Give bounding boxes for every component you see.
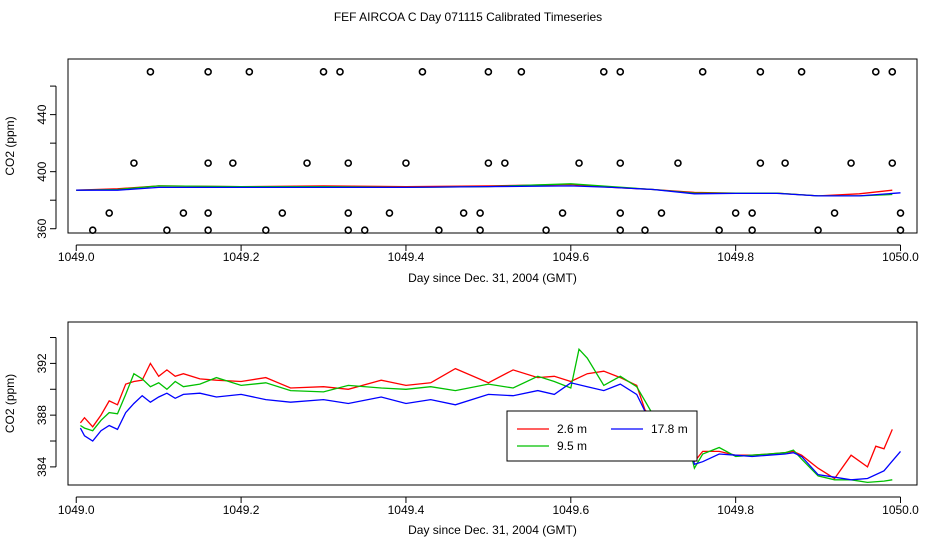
flask-point bbox=[698, 68, 707, 76]
flask-point bbox=[402, 159, 410, 167]
flask-point bbox=[501, 159, 509, 167]
x-tick-label: 1049.4 bbox=[388, 503, 425, 517]
legend-box bbox=[506, 410, 698, 462]
y-tick-label: 384 bbox=[35, 457, 49, 477]
y-tick-label: 392 bbox=[35, 353, 49, 373]
flask-point bbox=[657, 209, 666, 217]
flask-point bbox=[344, 159, 353, 167]
flask-point bbox=[344, 209, 353, 217]
flask-point bbox=[731, 209, 740, 217]
plot-frame bbox=[67, 58, 918, 234]
series-line-17-8-m bbox=[79, 382, 901, 481]
flask-point bbox=[616, 68, 625, 76]
flask-point bbox=[88, 226, 97, 234]
y-tick-label: 400 bbox=[35, 161, 49, 181]
flask-point bbox=[847, 159, 855, 167]
flask-point bbox=[616, 226, 625, 234]
flask-point bbox=[575, 159, 583, 167]
flask-point bbox=[179, 209, 188, 217]
flask-point bbox=[797, 68, 806, 76]
x-axis-label: Day since Dec. 31, 2004 (GMT) bbox=[408, 271, 577, 285]
flask-point bbox=[459, 209, 468, 217]
flask-point bbox=[756, 68, 765, 76]
flask-point bbox=[616, 209, 625, 217]
bottom-panel: 1049.0 1049.2 1049.4 1049.6 1049.8 1050.0 Day … bbox=[3, 321, 919, 537]
x-tick-label: 1049.6 bbox=[552, 503, 589, 517]
flask-point bbox=[278, 209, 287, 217]
flask-point bbox=[303, 159, 311, 167]
flask-point bbox=[360, 226, 369, 234]
flask-point bbox=[715, 226, 723, 234]
flask-point bbox=[204, 159, 212, 167]
flask-point bbox=[830, 209, 839, 217]
flask-point bbox=[385, 209, 394, 217]
series-line-17-8-m bbox=[76, 185, 901, 197]
y-tick-label: 440 bbox=[35, 104, 49, 124]
flask-point bbox=[435, 226, 443, 234]
flask-point bbox=[558, 209, 567, 217]
series-line-2-6-m bbox=[79, 362, 893, 480]
flask-point bbox=[781, 159, 789, 167]
flask-point bbox=[484, 159, 493, 167]
y-axis-label: CO2 (ppm) bbox=[3, 116, 17, 175]
flask-point bbox=[476, 226, 484, 234]
x-tick-label: 1049.0 bbox=[58, 503, 95, 517]
legend-label: 9.5 m bbox=[557, 439, 587, 453]
flask-point bbox=[748, 226, 756, 234]
flask-point bbox=[896, 226, 905, 234]
flask-point bbox=[146, 68, 155, 76]
flask-point bbox=[204, 209, 212, 217]
flask-point bbox=[888, 159, 897, 167]
x-tick-label: 1050.0 bbox=[882, 503, 919, 517]
y-tick-label: 360 bbox=[35, 218, 49, 238]
flask-point bbox=[674, 159, 682, 167]
x-tick-label: 1050.0 bbox=[882, 250, 919, 264]
flask-point bbox=[748, 209, 756, 217]
flask-point bbox=[888, 68, 897, 76]
x-tick-label: 1049.0 bbox=[58, 250, 95, 264]
y-axis-label: CO2 (ppm) bbox=[3, 374, 17, 433]
x-tick-label: 1049.2 bbox=[223, 250, 260, 264]
flask-point bbox=[542, 226, 550, 234]
legend-label: 17.8 m bbox=[651, 422, 688, 436]
flask-point bbox=[204, 226, 212, 234]
figure-title: FEF AIRCOA C Day 071115 Calibrated Times… bbox=[333, 10, 603, 24]
x-tick-label: 1049.8 bbox=[717, 503, 754, 517]
flask-point bbox=[130, 159, 138, 167]
flask-point bbox=[641, 226, 649, 234]
flask-point bbox=[229, 159, 237, 167]
flask-point bbox=[896, 209, 905, 217]
flask-point bbox=[336, 68, 344, 76]
flask-point bbox=[814, 226, 822, 234]
top-panel: 1049.0 1049.2 1049.4 1049.6 1049.8 1050.0 Day … bbox=[3, 58, 919, 285]
flask-point bbox=[418, 68, 427, 76]
x-axis-label: Day since Dec. 31, 2004 (GMT) bbox=[408, 523, 577, 537]
flask-point bbox=[616, 159, 625, 167]
flask-point bbox=[105, 209, 114, 217]
flask-point bbox=[484, 68, 493, 76]
flask-point bbox=[599, 68, 608, 76]
flask-point bbox=[344, 226, 353, 234]
flask-point bbox=[204, 68, 212, 76]
x-tick-label: 1049.6 bbox=[552, 250, 589, 264]
legend-label: 2.6 m bbox=[557, 422, 587, 436]
y-tick-label: 388 bbox=[35, 405, 49, 425]
flask-point bbox=[756, 159, 765, 167]
flask-point bbox=[517, 68, 526, 76]
flask-point bbox=[245, 68, 254, 76]
flask-point bbox=[262, 226, 270, 234]
legend: 2.6 m 9.5 m 17.8 m bbox=[506, 410, 698, 462]
flask-point bbox=[871, 68, 880, 76]
flask-point bbox=[319, 68, 328, 76]
x-tick-label: 1049.2 bbox=[223, 503, 260, 517]
plot-frame bbox=[67, 321, 918, 486]
x-tick-label: 1049.8 bbox=[717, 250, 754, 264]
flask-point bbox=[476, 209, 484, 217]
series-line-9-5-m bbox=[80, 347, 893, 484]
flask-point bbox=[163, 226, 171, 234]
x-tick-label: 1049.4 bbox=[388, 250, 425, 264]
